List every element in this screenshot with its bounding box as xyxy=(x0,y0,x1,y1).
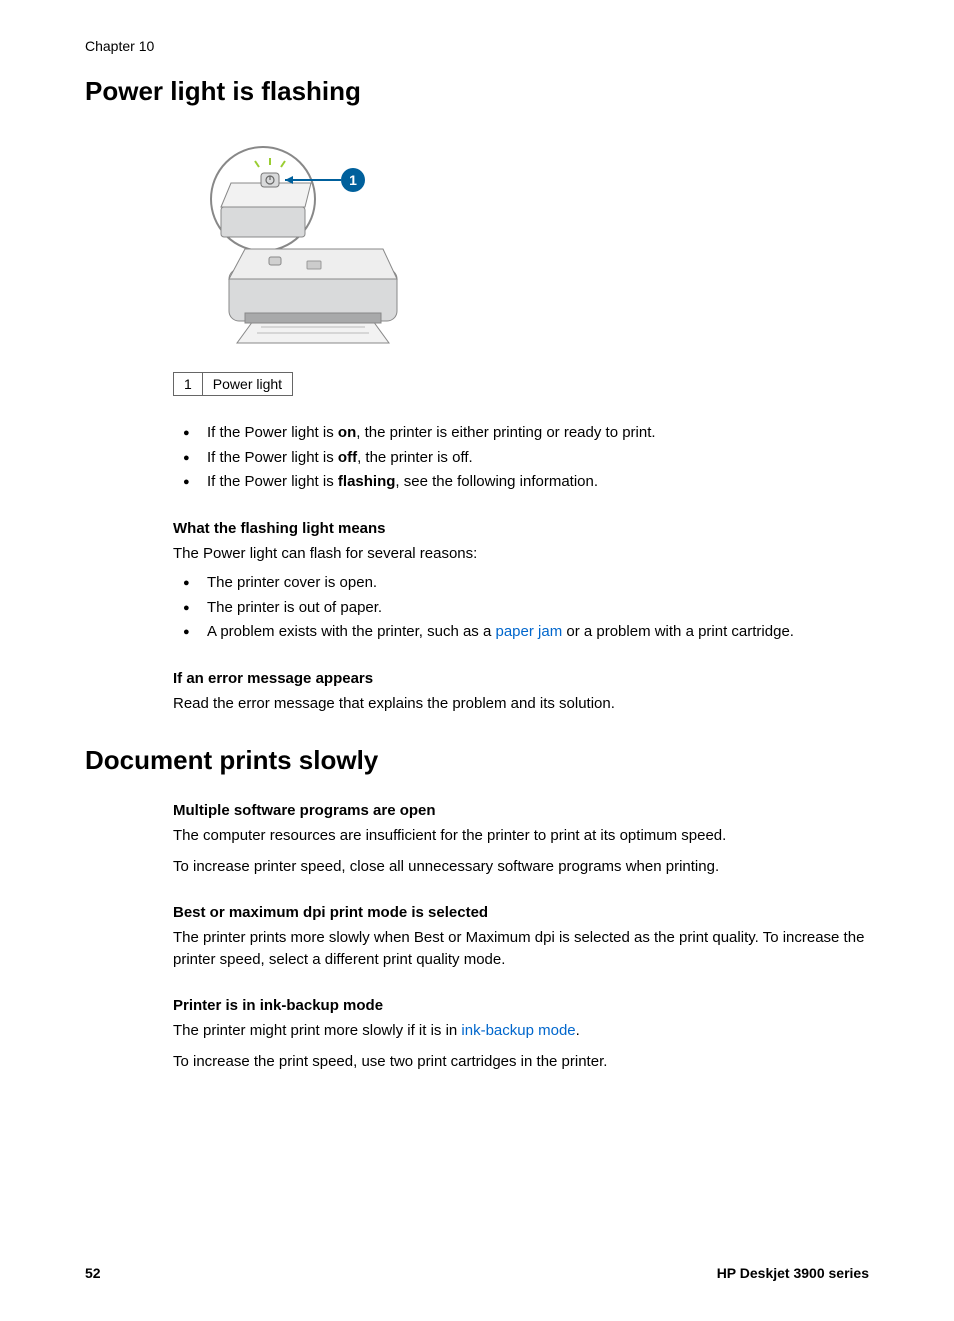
document-title-footer: HP Deskjet 3900 series xyxy=(717,1265,869,1281)
body-text: The Power light can flash for several re… xyxy=(173,543,869,565)
page-number: 52 xyxy=(85,1265,101,1281)
heading-power-light-flashing: Power light is flashing xyxy=(85,76,869,107)
subheading-multiple-programs: Multiple software programs are open xyxy=(173,802,869,819)
list-item-cover-open: The printer cover is open. xyxy=(173,572,869,595)
heading-prints-slowly: Document prints slowly xyxy=(85,745,869,776)
power-light-states-list: If the Power light is on, the printer is… xyxy=(173,422,869,494)
list-item-off: If the Power light is off, the printer i… xyxy=(173,447,869,470)
subheading-flashing-means: What the flashing light means xyxy=(173,520,869,537)
chapter-label: Chapter 10 xyxy=(85,38,869,54)
subheading-best-dpi: Best or maximum dpi print mode is select… xyxy=(173,904,869,921)
body-text: The printer might print more slowly if i… xyxy=(173,1020,869,1042)
body-text: Read the error message that explains the… xyxy=(173,693,869,715)
callout-label: Power light xyxy=(202,373,292,396)
body-text: To increase the print speed, use two pri… xyxy=(173,1051,869,1073)
flashing-reasons-list: The printer cover is open. The printer i… xyxy=(173,572,869,644)
callout-legend-table: 1 Power light xyxy=(173,372,293,396)
callout-number: 1 xyxy=(174,373,203,396)
list-item-flashing: If the Power light is flashing, see the … xyxy=(173,471,869,494)
list-item-out-of-paper: The printer is out of paper. xyxy=(173,597,869,620)
subheading-error-message: If an error message appears xyxy=(173,670,869,687)
svg-text:1: 1 xyxy=(349,172,357,188)
list-item-on: If the Power light is on, the printer is… xyxy=(173,422,869,445)
ink-backup-mode-link[interactable]: ink-backup mode xyxy=(461,1022,575,1039)
body-text: To increase printer speed, close all unn… xyxy=(173,856,869,878)
paper-jam-link[interactable]: paper jam xyxy=(495,623,562,640)
subheading-ink-backup: Printer is in ink-backup mode xyxy=(173,997,869,1014)
printer-illustration: 1 1 Power light xyxy=(173,139,869,396)
body-text: The printer prints more slowly when Best… xyxy=(173,927,869,971)
list-item-printer-problem: A problem exists with the printer, such … xyxy=(173,621,869,644)
body-text: The computer resources are insufficient … xyxy=(173,825,869,847)
